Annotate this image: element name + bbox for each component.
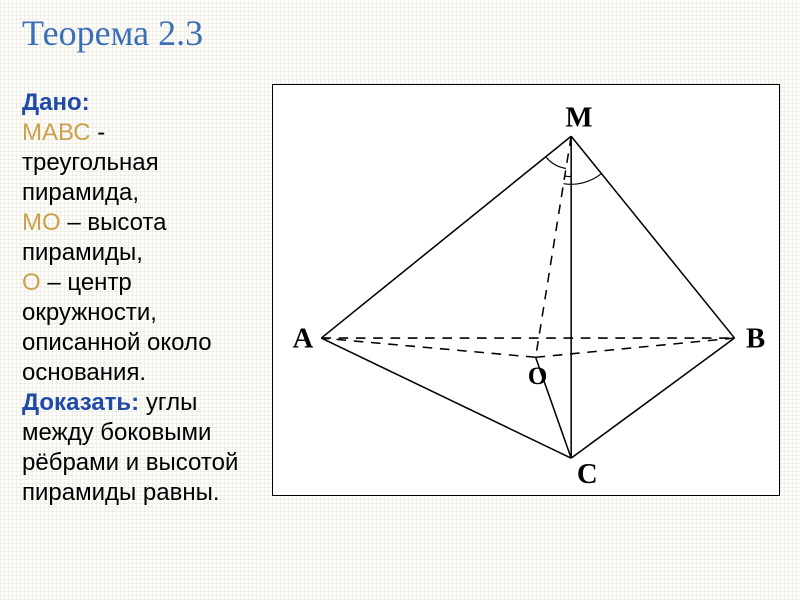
- txt-p1: углы: [146, 389, 197, 416]
- txt-l6b: – центр: [47, 269, 131, 296]
- txt-l5: пирамиды,: [22, 239, 143, 266]
- txt-l2: треугольная: [22, 149, 159, 176]
- vertex-label-M: М: [565, 102, 592, 134]
- prove-label: Доказать:: [22, 389, 146, 416]
- vertex-label-B: B: [746, 323, 765, 355]
- txt-l6a: О: [22, 269, 47, 296]
- vertex-label-O: O: [528, 363, 547, 390]
- txt-p2: между боковыми: [22, 419, 211, 446]
- txt-l4b: – высота: [67, 209, 166, 236]
- figure-inner: М A B C O: [281, 93, 771, 487]
- pyramid-diagram: М A B C O: [281, 93, 771, 487]
- txt-l1b: -: [97, 119, 105, 146]
- txt-p4: пирамиды равны.: [22, 479, 220, 506]
- txt-l8: описанной около: [22, 329, 212, 356]
- given-block: Дано: МАВС - треугольная пирамида, МО – …: [22, 88, 262, 508]
- slide-canvas: { "title": { "text": "Теорема 2.3", "col…: [0, 0, 800, 600]
- figure-frame: М A B C O: [272, 84, 780, 496]
- vertex-label-C: C: [577, 458, 598, 487]
- txt-p3: рёбрами и высотой: [22, 449, 238, 476]
- given-label: Дано:: [22, 89, 90, 116]
- txt-l3: пирамида,: [22, 179, 139, 206]
- slide-title: Теорема 2.3: [22, 12, 203, 54]
- txt-l9: основания.: [22, 359, 146, 386]
- txt-l1a: МАВС: [22, 119, 97, 146]
- txt-l4a: МО: [22, 209, 67, 236]
- txt-l7: окружности,: [22, 299, 157, 326]
- vertex-label-A: A: [292, 323, 313, 355]
